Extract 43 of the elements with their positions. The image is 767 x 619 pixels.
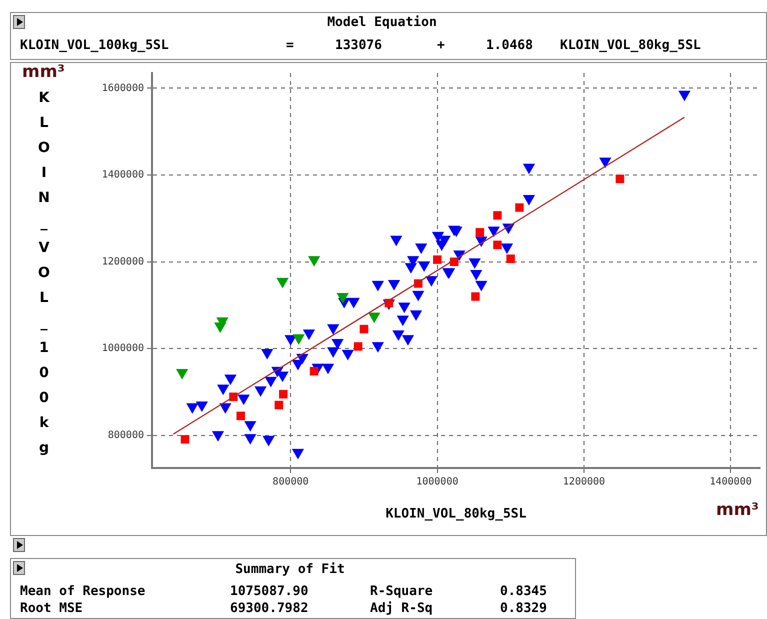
point: [506, 254, 515, 264]
text: Mean of Response: [20, 584, 146, 599]
text: KLOIN_VOL_80kg_5SL: [560, 38, 701, 53]
point: [471, 292, 480, 301]
text: mm³: [716, 500, 759, 520]
text: R-Square: [370, 584, 433, 599]
point: [354, 342, 362, 351]
text: KLOIN_VOL_100kg_5SL: [20, 38, 169, 53]
y-tick-label: 1000000: [102, 343, 144, 354]
text: +: [437, 38, 445, 53]
y-tick-label: 800000: [108, 430, 144, 442]
text: mm³: [22, 62, 65, 82]
y-tick-label: 1200000: [102, 256, 144, 268]
text: 69300.7982: [230, 601, 308, 616]
text: 1075087.90: [230, 584, 308, 599]
text: 0.8329: [500, 601, 547, 616]
y-tick-label: 1600000: [102, 82, 144, 94]
text: Model Equation: [327, 15, 437, 30]
text: Root MSE: [20, 601, 83, 616]
text: 133076: [335, 38, 382, 53]
point: [493, 240, 502, 250]
point: [274, 400, 284, 410]
y-tick-label: 1400000: [102, 170, 144, 181]
x-tick-label: 1000000: [416, 476, 458, 488]
x-axis-title: KLOIN_VOL_80kg_5SL: [386, 506, 527, 522]
text: 1.0468: [486, 38, 533, 53]
point: [493, 211, 502, 220]
point: [616, 174, 624, 184]
text: Adj R-Sq: [370, 601, 433, 616]
point: [236, 412, 245, 420]
x-tick-label: 800000: [272, 476, 309, 488]
text: =: [286, 38, 294, 53]
point: [476, 228, 484, 237]
point: [180, 435, 190, 444]
point: [279, 390, 288, 398]
text: Summary of Fit: [235, 562, 345, 577]
text: 0.8345: [500, 584, 547, 599]
point: [360, 324, 368, 334]
x-tick-label: 1200000: [562, 476, 606, 488]
text: KLOIN_VOL_100kg: [38, 90, 50, 456]
point: [515, 203, 524, 212]
point: [433, 255, 442, 264]
x-tick-label: 1400000: [710, 476, 752, 488]
